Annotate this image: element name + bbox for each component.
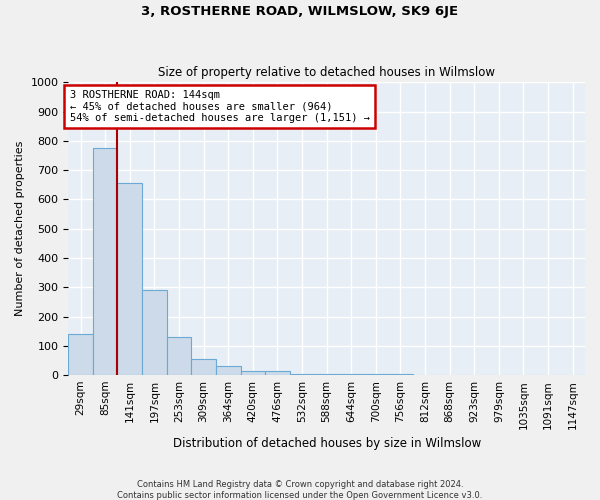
Bar — [93, 148, 118, 375]
Bar — [339, 374, 364, 375]
Bar — [314, 374, 339, 375]
Bar — [167, 337, 191, 375]
Bar — [290, 374, 314, 375]
Bar — [142, 290, 167, 375]
X-axis label: Distribution of detached houses by size in Wilmslow: Distribution of detached houses by size … — [173, 437, 481, 450]
Y-axis label: Number of detached properties: Number of detached properties — [15, 141, 25, 316]
Bar — [118, 184, 142, 375]
Bar — [265, 370, 290, 375]
Bar — [191, 359, 216, 375]
Bar — [364, 374, 388, 375]
Text: 3 ROSTHERNE ROAD: 144sqm
← 45% of detached houses are smaller (964)
54% of semi-: 3 ROSTHERNE ROAD: 144sqm ← 45% of detach… — [70, 90, 370, 123]
Text: 3, ROSTHERNE ROAD, WILMSLOW, SK9 6JE: 3, ROSTHERNE ROAD, WILMSLOW, SK9 6JE — [142, 5, 458, 18]
Bar — [216, 366, 241, 375]
Title: Size of property relative to detached houses in Wilmslow: Size of property relative to detached ho… — [158, 66, 495, 78]
Bar — [241, 370, 265, 375]
Text: Contains HM Land Registry data © Crown copyright and database right 2024.
Contai: Contains HM Land Registry data © Crown c… — [118, 480, 482, 500]
Bar — [388, 374, 413, 375]
Bar — [68, 334, 93, 375]
